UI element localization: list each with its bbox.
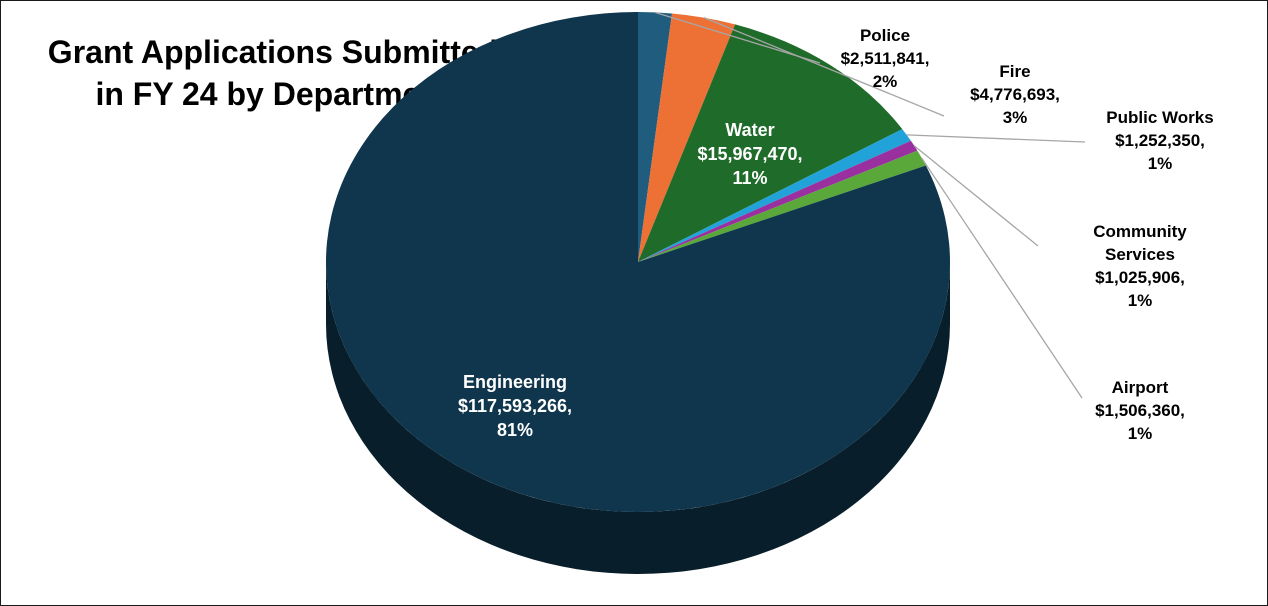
slice-name: Water bbox=[725, 120, 775, 140]
slice-percent: 1% bbox=[1127, 424, 1153, 443]
slice-value: $117,593,266, bbox=[457, 396, 573, 416]
pie-depth bbox=[326, 262, 950, 574]
slice-name: Airport bbox=[1111, 378, 1169, 397]
chart-title-line-2: in FY 24 by Department bbox=[95, 76, 451, 112]
slice-name: Engineering bbox=[462, 372, 567, 392]
slice-percent: 2% bbox=[872, 72, 898, 91]
leader-line-fire bbox=[703, 17, 945, 117]
slice-value: $15,967,470, bbox=[697, 144, 803, 164]
slice-percent: 3% bbox=[1002, 108, 1028, 127]
data-label-engineering: Engineering $117,593,266, 81% bbox=[420, 370, 610, 442]
slice-percent: 11% bbox=[732, 168, 768, 188]
slice-percent: 81% bbox=[496, 420, 534, 440]
leader-line-public-works bbox=[906, 134, 1086, 143]
slice-value: $1,025,906, bbox=[1095, 268, 1185, 287]
slice-engineering bbox=[326, 12, 951, 512]
slice-community-services bbox=[638, 140, 918, 262]
slice-fire bbox=[638, 13, 736, 262]
slice-name: Public Works bbox=[1106, 108, 1214, 127]
data-label-water: Water $15,967,470, 11% bbox=[680, 118, 820, 190]
leader-line-airport bbox=[921, 157, 1083, 399]
slice-name: Police bbox=[859, 26, 911, 45]
slice-name-line-2: Services bbox=[1105, 245, 1175, 264]
slice-police bbox=[638, 12, 672, 262]
slice-side-engineering bbox=[326, 262, 950, 574]
slice-name: Fire bbox=[999, 62, 1031, 81]
leader-lines bbox=[654, 11, 1086, 399]
data-label-community-services: Community Services $1,025,906, 1% bbox=[1065, 220, 1215, 312]
chart-title: Grant Applications Submitted in FY 24 by… bbox=[23, 31, 523, 115]
chart-title-line-1: Grant Applications Submitted bbox=[47, 34, 499, 70]
slice-value: $2,511,841, bbox=[840, 49, 930, 68]
slice-public-works bbox=[638, 129, 911, 262]
slice-percent: 1% bbox=[1147, 154, 1173, 173]
leader-line-community-services bbox=[913, 145, 1039, 247]
slice-name-line-1: Community bbox=[1093, 222, 1187, 241]
slice-percent: 1% bbox=[1127, 291, 1153, 310]
slice-airport bbox=[638, 150, 926, 262]
slice-value: $4,776,693, bbox=[970, 85, 1060, 104]
slice-value: $1,252,350, bbox=[1115, 131, 1205, 150]
slice-value: $1,506,360, bbox=[1095, 401, 1185, 420]
pie-slices bbox=[326, 12, 951, 512]
data-label-airport: Airport $1,506,360, 1% bbox=[1065, 376, 1215, 445]
data-label-public-works: Public Works $1,252,350, 1% bbox=[1085, 106, 1235, 175]
data-label-fire: Fire $4,776,693, 3% bbox=[950, 60, 1080, 129]
slice-water bbox=[638, 24, 903, 263]
data-label-police: Police $2,511,841, 2% bbox=[820, 24, 950, 93]
